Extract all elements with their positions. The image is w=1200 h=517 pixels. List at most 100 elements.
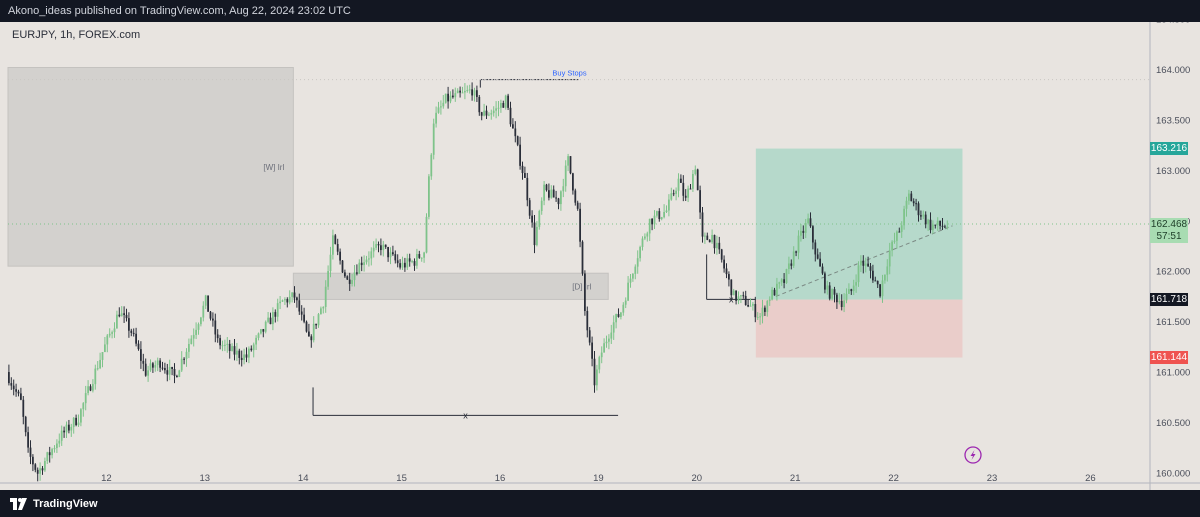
symbol-label[interactable]: EURJPY, 1h, FOREX.com — [12, 29, 141, 41]
tradingview-logo-icon[interactable] — [10, 497, 28, 510]
candle-body — [809, 218, 812, 227]
liquidity-zone-weekly — [7, 66, 294, 267]
candle-body — [560, 191, 562, 205]
candle-body — [694, 169, 697, 174]
candle-body — [178, 370, 181, 378]
candle-body — [840, 300, 843, 307]
price-chart[interactable]: 164.500164.000163.500163.000162.500162.0… — [0, 22, 1200, 490]
candle-body — [612, 322, 615, 333]
candle-body — [454, 93, 457, 98]
candle-body — [920, 215, 922, 217]
candle-body — [845, 293, 848, 301]
candle-body — [826, 285, 829, 290]
candle-body — [704, 235, 706, 237]
target-price-badge: 163.216 — [1150, 142, 1188, 156]
candle-body — [156, 360, 159, 366]
candle-body — [96, 368, 99, 370]
candle-body — [567, 156, 569, 166]
candle-body — [586, 310, 589, 331]
candle-body — [893, 240, 896, 242]
candle-body — [60, 430, 63, 441]
candle-body — [812, 226, 814, 243]
candle-body — [934, 224, 937, 226]
candle-body — [663, 212, 665, 218]
candle-body — [684, 195, 687, 198]
candle-body — [824, 273, 826, 290]
candle-body — [756, 317, 759, 319]
candle-body — [692, 173, 694, 189]
candle-body — [144, 363, 147, 376]
candle-body — [51, 449, 53, 456]
chart-area[interactable]: 164.500164.000163.500163.000162.500162.0… — [0, 22, 1200, 490]
candle-body — [816, 254, 819, 259]
candle-body — [780, 279, 783, 283]
candle-body — [910, 193, 913, 202]
candle-body — [329, 254, 332, 272]
time-tick-label: 23 — [987, 473, 998, 484]
time-tick-label: 20 — [692, 473, 703, 484]
candle-body — [622, 304, 625, 313]
candle-body — [524, 173, 526, 178]
candle-body — [310, 336, 313, 341]
candle-body — [447, 93, 449, 102]
price-tick-label: 161.000 — [1156, 368, 1190, 379]
candle-body — [730, 279, 733, 296]
candle-body — [716, 242, 718, 249]
candle-body — [341, 260, 344, 273]
candle-body — [718, 242, 721, 250]
current-price-value: 162.468 — [1150, 218, 1188, 230]
candle-body — [888, 250, 891, 267]
candle-body — [291, 292, 293, 297]
candle-body — [384, 244, 387, 248]
candle-body — [677, 178, 680, 191]
candle-body — [850, 289, 853, 292]
candle-body — [461, 92, 464, 94]
candle-body — [905, 200, 908, 209]
candle-body — [533, 222, 536, 246]
candle-body — [819, 258, 821, 267]
candle-body — [87, 386, 89, 394]
candle-body — [212, 318, 214, 321]
candle-body — [550, 189, 553, 198]
candle-body — [228, 343, 231, 351]
candle-body — [24, 416, 27, 433]
candle-body — [615, 314, 617, 323]
candle-body — [389, 252, 392, 258]
position-connector — [775, 225, 953, 297]
candle-body — [814, 242, 817, 255]
candle-body — [468, 89, 471, 91]
candle-body — [142, 360, 145, 364]
candle-body — [353, 272, 356, 281]
candle-body — [562, 186, 565, 192]
position-loss-zone — [755, 299, 963, 358]
time-tick-label: 22 — [888, 473, 899, 484]
candle-body — [396, 260, 399, 264]
candle-body — [723, 259, 725, 269]
candle-body — [70, 427, 73, 431]
candle-body — [898, 231, 901, 233]
candle-body — [406, 258, 409, 268]
candle-body — [423, 252, 425, 258]
candle-body — [881, 280, 884, 297]
candle-body — [425, 216, 428, 253]
candle-body — [214, 320, 217, 335]
candle-body — [159, 360, 161, 368]
candle-body — [569, 156, 572, 174]
candle-body — [761, 307, 764, 317]
candle-body — [104, 344, 106, 352]
candle-body — [471, 89, 473, 96]
candle-body — [502, 103, 505, 108]
candle-body — [874, 280, 877, 282]
candle-body — [22, 399, 25, 417]
candle-body — [80, 409, 82, 423]
candle-body — [315, 323, 317, 326]
candle-body — [120, 313, 123, 317]
candle-body — [476, 90, 478, 97]
candle-body — [288, 296, 291, 303]
candle-body — [176, 375, 178, 378]
candle-body — [670, 193, 673, 200]
candle-body — [279, 301, 281, 304]
candle-body — [742, 295, 745, 297]
candle-body — [689, 188, 692, 190]
candle-body — [699, 190, 701, 213]
